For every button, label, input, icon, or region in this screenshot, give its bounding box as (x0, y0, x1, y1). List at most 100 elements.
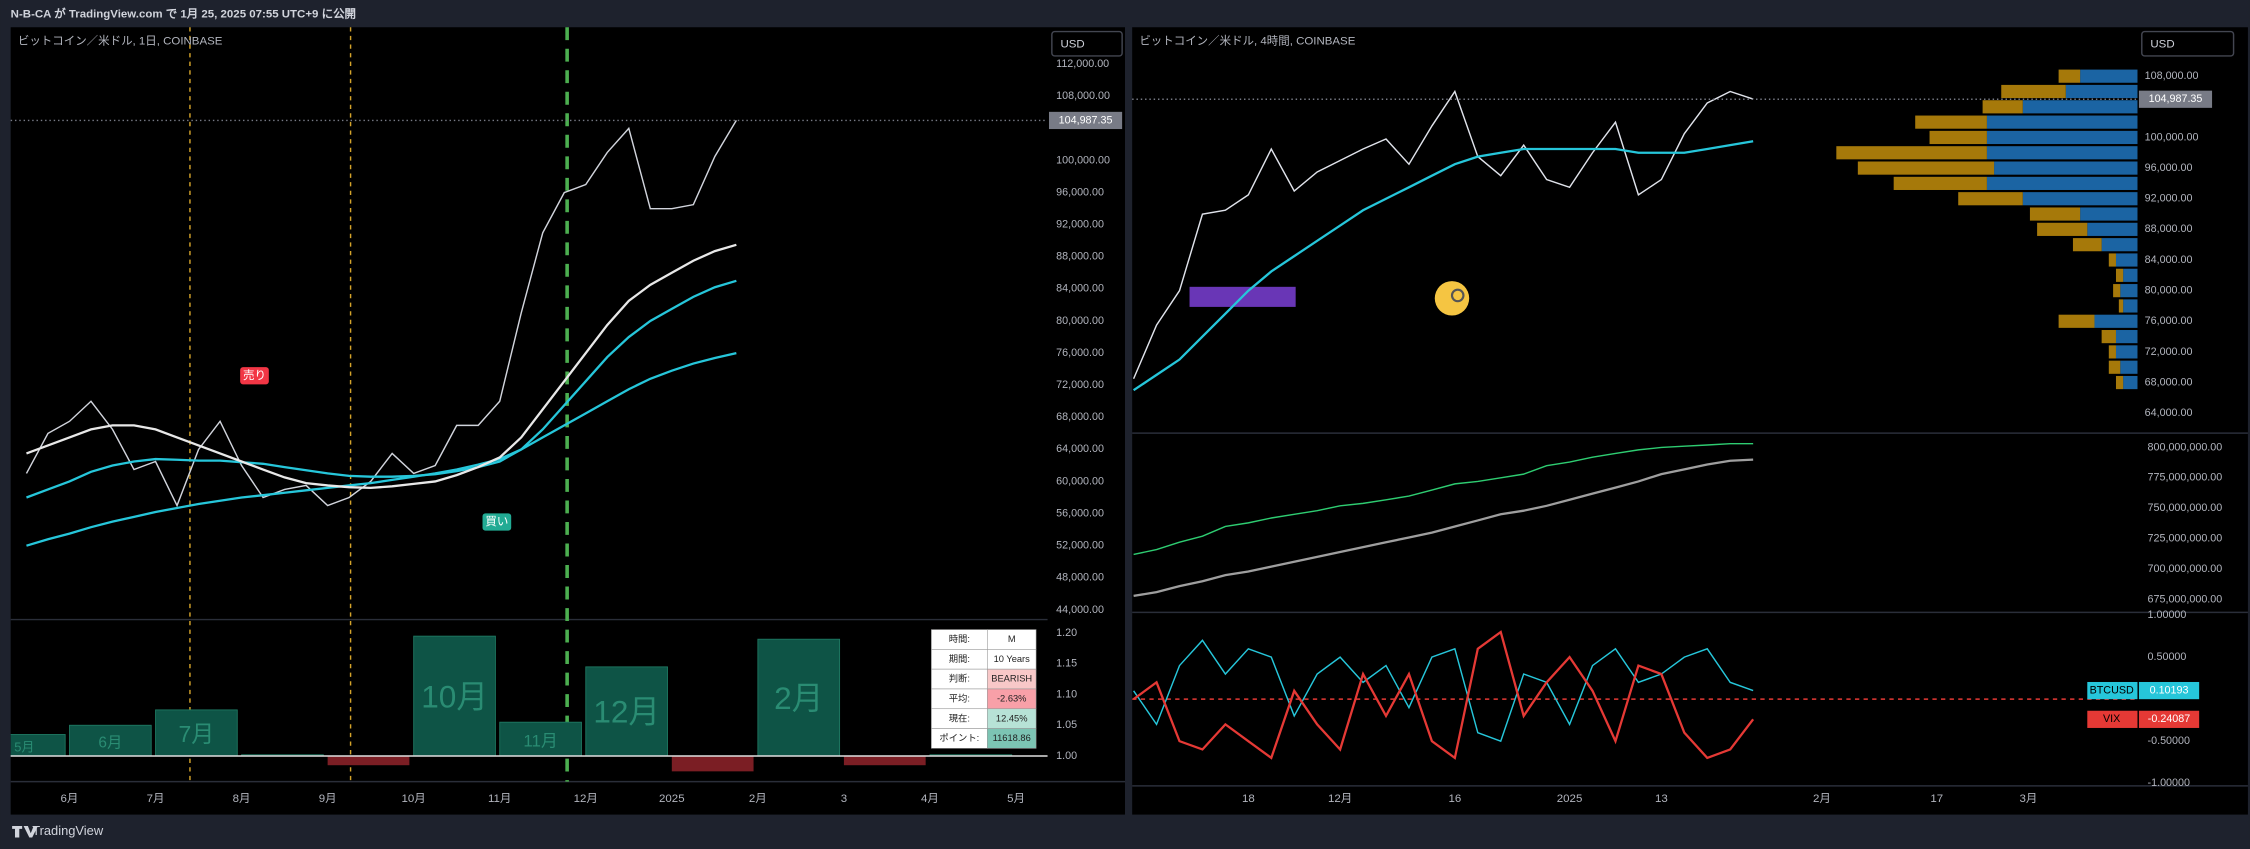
table-text: 判断: (949, 673, 970, 684)
table-cell (987, 728, 1037, 749)
profile-bar (2022, 100, 2138, 114)
profile-bar (2118, 299, 2124, 313)
seasonal-bar (843, 755, 926, 766)
table-text: -2.63% (997, 693, 1027, 703)
seasonal-bar (413, 635, 496, 757)
x-tick-label: 3 (841, 793, 847, 805)
y-tick-label: 108,000.00 (2145, 70, 2199, 82)
y-tick-label: 1.20 (1056, 627, 1077, 639)
last-price-label: 104,987.35 (1059, 114, 1113, 126)
seasonal-bar-label: 11月 (523, 731, 557, 750)
profile-bar (2037, 222, 2088, 236)
table-text: M (1008, 634, 1016, 644)
profile-bar (2101, 330, 2116, 344)
profile-bar (1958, 192, 2023, 206)
y-tick-label: -0.50000 (2148, 735, 2190, 747)
y-tick-label: 750,000,000.00 (2148, 502, 2223, 514)
profile-bar (1836, 146, 1987, 160)
chart-title: ビットコイン／米ドル, 1日, COINBASE (18, 35, 223, 48)
x-tick-label: 13 (1655, 793, 1668, 805)
table-text: 10 Years (994, 654, 1031, 664)
y-tick-label: 1.00 (1056, 750, 1077, 762)
x-tick-label: 5月 (1007, 793, 1025, 805)
table-text: 12.45% (996, 713, 1028, 723)
x-tick-label: 12月 (574, 793, 598, 805)
seasonal-bar (757, 638, 841, 757)
y-tick-label: 68,000.00 (2145, 376, 2193, 388)
profile-bar (1857, 161, 1995, 175)
emoji-icon-lens (1450, 288, 1465, 303)
seasonal-bar-label: 2月 (774, 680, 823, 716)
series-value: -0.24087 (2148, 713, 2190, 725)
series-line (1133, 458, 1754, 598)
table-text: 11618.86 (993, 733, 1031, 743)
right-panel (1132, 27, 2248, 815)
table-text: BEARISH (991, 674, 1032, 684)
profile-bar (1915, 115, 1987, 129)
currency-button[interactable] (1051, 30, 1123, 57)
profile-bar (2123, 375, 2138, 390)
seasonal-bar (155, 709, 238, 757)
y-tick-label: 52,000.00 (1056, 540, 1104, 552)
sell-signal: 売り (243, 369, 266, 382)
profile-bar (1986, 115, 2138, 129)
x-tick-label: 8月 (233, 793, 251, 805)
brand-name: TradingView (32, 823, 104, 838)
x-tick-label: 2025 (659, 793, 685, 805)
profile-bar (1986, 130, 2138, 145)
y-tick-label: 1.15 (1056, 658, 1077, 670)
table-text: ポイント: (939, 733, 979, 743)
profile-bar (2080, 69, 2138, 83)
profile-bar (2115, 375, 2124, 390)
x-tick-label: 16 (1448, 793, 1461, 805)
profile-bar (2072, 238, 2102, 252)
series-line (1133, 639, 1754, 743)
y-tick-label: 108,000.00 (1056, 90, 1110, 102)
series-name: BTCUSD (2090, 684, 2134, 696)
seasonal-bar (327, 755, 410, 766)
series-line (26, 279, 737, 499)
currency-button[interactable] (2141, 30, 2235, 57)
profile-bar (2115, 253, 2138, 267)
brand-logo (12, 826, 38, 838)
seasonal-bar-label: 12月 (593, 694, 660, 730)
series-line (26, 351, 737, 547)
y-tick-label: 64,000.00 (2145, 407, 2193, 419)
series-line (1132, 89, 1754, 380)
seasonal-bar-label: 6月 (98, 735, 122, 752)
table-text: 平均: (949, 692, 970, 703)
profile-bar (2080, 207, 2138, 221)
profile-bar (2065, 84, 2138, 99)
plot-area (1132, 89, 1754, 392)
profile-bar (2120, 284, 2138, 298)
y-tick-label: 1.05 (1056, 719, 1077, 731)
y-tick-label: 100,000.00 (1056, 154, 1110, 166)
profile-bar (1893, 176, 1987, 190)
plot-area (1132, 630, 2138, 760)
last-price-label: 104,987.35 (2149, 93, 2203, 105)
profile-bar (2108, 345, 2116, 359)
x-tick-label: 12月 (1328, 793, 1352, 805)
profile-bar (1929, 130, 1987, 145)
x-tick-label: 2025 (1557, 793, 1583, 805)
y-tick-label: 0.50000 (2148, 651, 2187, 663)
profile-bar (2029, 207, 2081, 221)
profile-bar (1982, 100, 2023, 114)
table-text: 現在: (949, 712, 970, 723)
profile-bar (1986, 146, 2138, 160)
x-tick-label: 4月 (921, 793, 939, 805)
series-value: 0.10193 (2150, 684, 2189, 696)
y-tick-label: 100,000.00 (2145, 131, 2199, 143)
series-line (1133, 443, 1754, 556)
x-tick-label: 9月 (319, 793, 337, 805)
last-price-box (2138, 90, 2213, 108)
series-value-box (2138, 710, 2200, 728)
y-tick-label: 64,000.00 (1056, 443, 1104, 455)
profile-bar (2115, 268, 2124, 282)
y-tick-label: 800,000,000.00 (2148, 441, 2223, 453)
y-tick-label: 775,000,000.00 (2148, 472, 2223, 484)
y-tick-label: 68,000.00 (1056, 411, 1104, 423)
y-tick-label: 48,000.00 (1056, 572, 1104, 584)
profile-bar (2120, 360, 2138, 374)
